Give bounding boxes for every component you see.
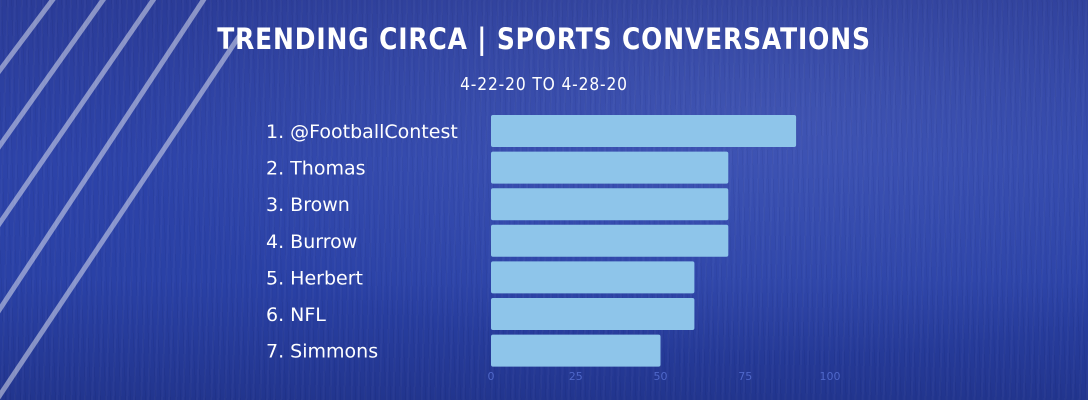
bar-3: [491, 188, 729, 221]
x-tick-label-2: 50: [654, 370, 668, 383]
date-range: 4-22-20 TO 4-28-20: [460, 74, 628, 95]
x-tick-label-4: 100: [820, 370, 841, 383]
x-tick-label-0: 0: [488, 370, 495, 383]
bar-1: [491, 115, 797, 147]
category-label-4: 4. Burrow: [266, 231, 357, 253]
category-label-1: 1. @FootballContest: [266, 121, 458, 143]
category-label-2: 2. Thomas: [266, 158, 366, 180]
decorative-stripes: [0, 0, 240, 400]
bar-2: [491, 151, 729, 184]
category-label-7: 7. Simmons: [266, 341, 378, 363]
bar-4: [491, 224, 729, 257]
category-label-3: 3. Brown: [266, 194, 350, 216]
category-label-5: 5. Herbert: [266, 267, 363, 289]
category-label-6: 6. NFL: [266, 304, 326, 326]
bar-5: [491, 261, 695, 294]
x-tick-label-3: 75: [738, 370, 752, 383]
x-tick-label-1: 25: [569, 370, 583, 383]
bar-7: [491, 334, 661, 367]
bar-6: [491, 298, 695, 330]
page-title: TRENDING CIRCA | SPORTS CONVERSATIONS: [217, 22, 871, 56]
